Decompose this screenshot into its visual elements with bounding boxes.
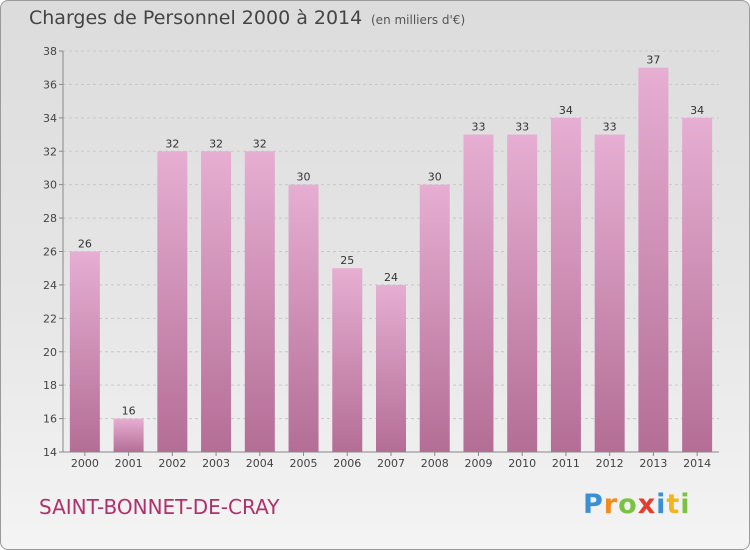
data-label-2008: 30 xyxy=(428,171,442,184)
bar-2006 xyxy=(332,268,363,452)
x-tick-label: 2004 xyxy=(246,457,274,470)
x-tick-label: 2009 xyxy=(464,457,492,470)
data-label-2010: 33 xyxy=(515,121,529,134)
y-tick-label: 36 xyxy=(43,78,57,91)
bar-2000 xyxy=(69,251,100,452)
y-tick-label: 24 xyxy=(43,279,57,292)
y-tick-label: 26 xyxy=(43,246,57,259)
data-label-2005: 30 xyxy=(297,171,311,184)
data-label-2006: 25 xyxy=(340,254,354,267)
bar-2013 xyxy=(638,67,669,452)
data-label-2000: 26 xyxy=(78,238,92,251)
x-tick-label: 2007 xyxy=(377,457,405,470)
bar-2003 xyxy=(201,151,232,452)
data-label-2004: 32 xyxy=(253,137,267,150)
y-tick-label: 28 xyxy=(43,212,57,225)
bars xyxy=(69,67,713,452)
x-tick-label: 2013 xyxy=(639,457,667,470)
bar-2001 xyxy=(113,418,144,452)
logo-letter: t xyxy=(666,489,681,520)
bar-2004 xyxy=(244,151,275,452)
bar-2002 xyxy=(157,151,188,452)
chart-subtitle: (en milliers d'€) xyxy=(371,13,466,27)
bar-2009 xyxy=(463,134,494,452)
x-tick-label: 2001 xyxy=(115,457,143,470)
y-tick-label: 16 xyxy=(43,413,57,426)
bar-2011 xyxy=(550,117,581,452)
y-tick-label: 22 xyxy=(43,312,57,325)
y-tick-label: 18 xyxy=(43,379,57,392)
x-tick-label: 2000 xyxy=(71,457,99,470)
logo-letter: r xyxy=(603,489,619,520)
data-label-2011: 34 xyxy=(559,104,573,117)
y-tick-label: 30 xyxy=(43,179,57,192)
x-tick-label: 2005 xyxy=(290,457,318,470)
data-label-2001: 16 xyxy=(122,405,136,418)
commune-name: SAINT-BONNET-DE-CRAY xyxy=(39,495,280,519)
data-label-2007: 24 xyxy=(384,271,398,284)
logo-letter: o xyxy=(618,489,638,520)
logo-letter: P xyxy=(583,489,604,520)
x-tick-label: 2006 xyxy=(333,457,361,470)
x-tick-label: 2012 xyxy=(596,457,624,470)
data-label-2009: 33 xyxy=(471,121,485,134)
bar-2005 xyxy=(288,184,319,452)
bar-2012 xyxy=(594,134,625,452)
data-label-2003: 32 xyxy=(209,137,223,150)
bar-2010 xyxy=(507,134,538,452)
data-label-2013: 37 xyxy=(646,54,660,67)
x-tick-label: 2010 xyxy=(508,457,536,470)
labels: 14 16 18 20 22 24 26 28 30 32 34 36 38 26 2000 16 2001 32… xyxy=(43,45,711,470)
x-tick-label: 2008 xyxy=(421,457,449,470)
x-tick-label: 2003 xyxy=(202,457,230,470)
proxiti-logo[interactable]: Proxiti xyxy=(583,489,691,520)
y-tick-label: 20 xyxy=(43,346,57,359)
y-tick-label: 32 xyxy=(43,145,57,158)
data-label-2012: 33 xyxy=(603,121,617,134)
bar-2008 xyxy=(419,184,450,452)
logo-letter: i xyxy=(656,489,667,520)
data-label-2002: 32 xyxy=(165,137,179,150)
bar-2007 xyxy=(376,284,406,452)
logo-letter: x xyxy=(637,489,657,520)
x-tick-label: 2014 xyxy=(683,457,711,470)
logo-letter: i xyxy=(680,489,691,520)
bar-2014 xyxy=(682,117,713,452)
y-tick-label: 14 xyxy=(43,446,57,459)
data-label-2014: 34 xyxy=(690,104,704,117)
x-tick-label: 2002 xyxy=(158,457,186,470)
y-tick-label: 38 xyxy=(43,45,57,58)
x-tick-label: 2011 xyxy=(552,457,580,470)
chart-title: Charges de Personnel 2000 à 2014 xyxy=(29,7,363,29)
y-tick-label: 34 xyxy=(43,112,57,125)
